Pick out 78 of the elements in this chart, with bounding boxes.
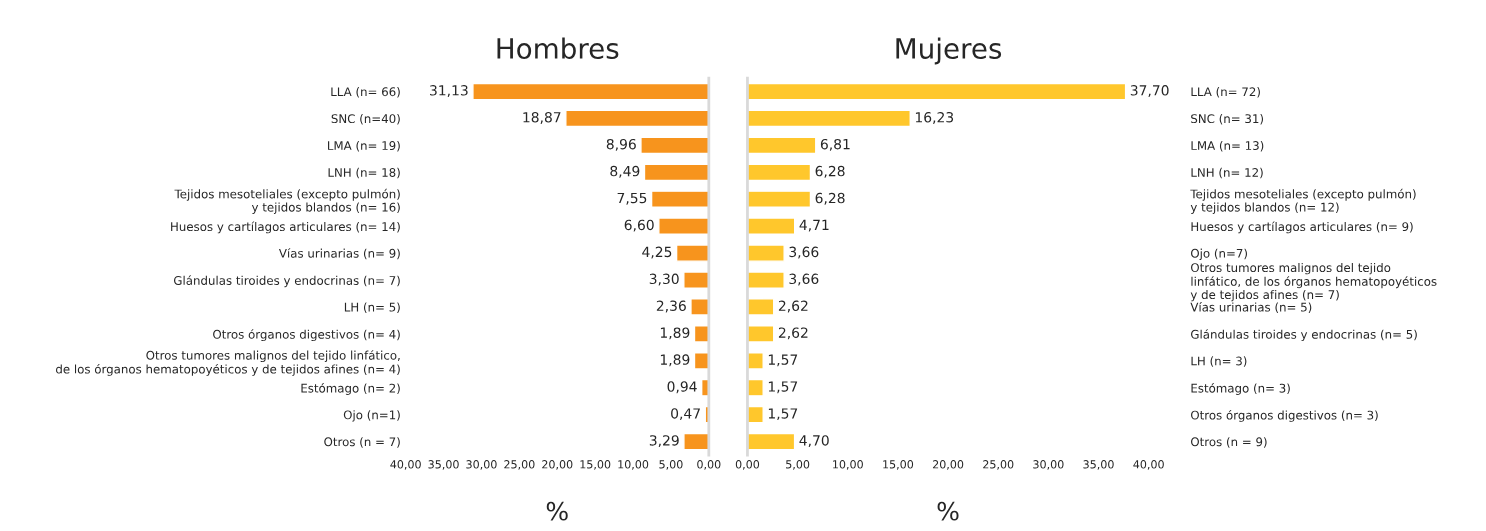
x-tick-label: 25,00 (983, 460, 1014, 470)
x-axis-title: % (546, 501, 568, 521)
data-label: 4,71 (799, 219, 829, 232)
x-tick-label: 5,00 (659, 460, 683, 470)
x-axis-title: % (937, 501, 959, 521)
data-label: 0,47 (671, 408, 700, 421)
y-tick-label: Otros (n = 7) (324, 437, 400, 448)
data-label: 6,60 (624, 219, 654, 232)
y-tick-label: SNC (n=40) (331, 113, 400, 125)
y-tick-label: Glándulas tiroides y endocrinas (n= 5) (1191, 329, 1417, 342)
data-label: 1,57 (768, 381, 798, 394)
y-tick-label: LH (n= 3) (1191, 356, 1247, 367)
y-tick-label: Otros (n = 9) (1191, 437, 1267, 448)
y-tick-label: LLA (n= 66) (331, 87, 400, 98)
data-label: 7,55 (617, 192, 647, 205)
x-tick-label: 0,00 (735, 460, 760, 470)
x-tick-label: 35,00 (428, 460, 459, 470)
data-label: 4,70 (799, 435, 829, 448)
y-tick-label: Huesos y cartílagos articulares (n= 9) (1191, 221, 1413, 234)
data-label: 8,96 (606, 138, 636, 151)
x-tick-label: 0,00 (697, 460, 721, 470)
x-tick-label: 10,00 (833, 460, 863, 470)
data-label: 6,28 (815, 192, 845, 205)
data-label: 6,28 (815, 165, 845, 178)
data-label: 4,25 (642, 246, 672, 259)
data-label: 0,94 (667, 381, 697, 394)
data-label: 31,13 (430, 85, 468, 97)
y-tick-label: SNC (n= 31) (1191, 113, 1264, 125)
data-label: 3,66 (789, 273, 819, 286)
data-label: 6,81 (820, 138, 850, 151)
y-tick-label: Tejidos mesoteliales (excepto pulmón) y tejidos blandos (n= 16) (174, 188, 400, 214)
y-tick-label: Otros tumores malignos del tejido linfático, de los órganos hematopoyéticos y de tejidos afines (n= 4) (56, 350, 400, 376)
data-label: 3,29 (649, 435, 679, 448)
y-tick-label: LMA (n= 13) (1191, 140, 1264, 152)
y-tick-label: LMA (n= 19) (328, 140, 400, 152)
x-tick-label: 20,00 (932, 460, 964, 470)
data-label: 3,66 (789, 246, 819, 259)
y-tick-label: Ojo (n=1) (343, 410, 400, 422)
x-tick-label: 10,00 (618, 460, 649, 470)
data-label: 1,89 (660, 327, 690, 340)
y-tick-label: Glándulas tiroides y endocrinas (n= 7) (173, 275, 400, 288)
x-tick-label: 25,00 (504, 460, 535, 470)
data-label: 1,57 (768, 354, 798, 367)
chart-title: Mujeres (896, 37, 1002, 65)
y-tick-label: Otros órganos digestivos (n= 4) (213, 329, 400, 342)
x-tick-label: 40,00 (390, 460, 421, 470)
y-tick-label: LNH (n= 12) (1191, 167, 1263, 179)
data-label: 16,23 (915, 111, 954, 124)
data-label: 8,49 (610, 165, 640, 178)
y-tick-label: LLA (n= 72) (1191, 87, 1260, 98)
data-label: 1,89 (660, 354, 690, 367)
x-tick-label: 5,00 (786, 460, 810, 470)
y-tick-label: Ojo (n=7) (1191, 248, 1247, 261)
y-tick-label: Vías urinarias (n= 5) (1190, 302, 1312, 313)
x-tick-label: 35,00 (1083, 460, 1114, 470)
y-tick-label: Estómago (n= 3) (1191, 383, 1290, 395)
y-tick-label: LNH (n= 18) (328, 167, 400, 179)
data-label: 3,30 (649, 273, 679, 286)
x-tick-label: 30,00 (466, 460, 497, 470)
data-label: 2,62 (778, 327, 808, 340)
y-tick-label: Huesos y cartílagos articulares (n= 14) (171, 221, 400, 234)
x-tick-label: 20,00 (542, 460, 573, 470)
y-tick-label: Estómago (n= 2) (301, 383, 400, 395)
y-tick-label: Otros órganos digestivos (n= 3) (1191, 409, 1378, 422)
y-tick-label: Tejidos mesoteliales (excepto pulmón) y tejidos blandos (n= 12) (1190, 188, 1416, 214)
y-tick-label: Vías urinarias (n= 9) (278, 248, 400, 260)
x-tick-label: 15,00 (883, 460, 914, 470)
data-label: 2,36 (656, 300, 686, 313)
data-label: 37,70 (1130, 85, 1169, 97)
data-label: 18,87 (523, 111, 561, 124)
x-tick-label: 40,00 (1133, 460, 1164, 470)
y-tick-label: LH (n= 5) (344, 302, 400, 313)
x-tick-label: 30,00 (1033, 460, 1064, 470)
x-tick-label: 15,00 (580, 460, 611, 470)
y-tick-label: Otros tumores malignos del tejido linfático, de los órganos hematopoyéticos y de tejidos afines (n= 7) (1190, 262, 1437, 302)
data-label: 2,62 (778, 300, 808, 313)
chart-title: Hombres (497, 37, 619, 60)
data-label: 1,57 (768, 408, 798, 421)
